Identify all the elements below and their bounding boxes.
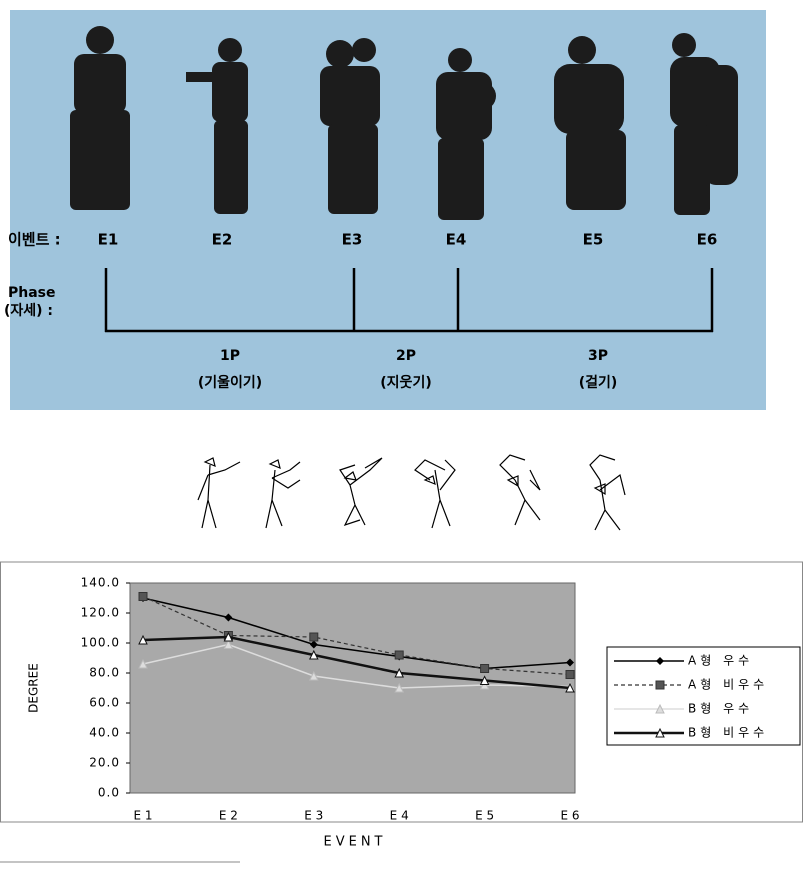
phase-name: 3P	[588, 348, 608, 364]
phase-desc: (걸기)	[579, 375, 618, 391]
phase-label: Phase	[8, 285, 56, 301]
point	[138, 634, 148, 645]
event-name: E1	[98, 231, 119, 249]
phase-desc: (기울이기)	[198, 374, 262, 391]
event-name: E4	[446, 231, 467, 249]
series-line	[142, 595, 571, 676]
x-tick-label: E 1	[133, 809, 152, 823]
point	[566, 658, 574, 667]
legend-marker	[655, 727, 665, 738]
phase-bracket	[104, 268, 714, 333]
legend-marker	[655, 680, 665, 690]
legend-marker	[656, 657, 664, 665]
y-tick-label: 140.0	[81, 576, 120, 590]
event-name: E2	[212, 231, 233, 249]
x-tick-label: E 6	[560, 809, 579, 823]
event-name: E5	[583, 231, 604, 249]
series-line	[142, 597, 571, 670]
y-tick-label: 20.0	[89, 756, 120, 770]
legend-label: A형 비우수	[688, 678, 768, 692]
point	[223, 631, 234, 642]
point	[309, 632, 319, 642]
point	[223, 639, 234, 649]
silhouettes	[70, 26, 738, 220]
stick-figures	[197, 454, 626, 531]
phase-name: 1P	[220, 348, 240, 364]
y-tick-label: 60.0	[89, 696, 120, 710]
legend-marker	[655, 703, 665, 714]
x-tick-label: E 5	[475, 809, 494, 823]
y-axis-label: DEGREE	[27, 663, 41, 713]
event-name: E6	[697, 231, 718, 249]
y-tick-label: 80.0	[89, 666, 120, 680]
point	[308, 670, 319, 681]
point	[479, 675, 490, 685]
x-tick-label: E 4	[390, 809, 409, 823]
legend-label: A형 우수	[688, 654, 753, 668]
series-line	[142, 643, 571, 689]
point	[138, 592, 148, 601]
event-name: E3	[342, 231, 363, 249]
legend	[606, 646, 801, 746]
x-tick-label: E 3	[304, 809, 323, 823]
legend-label: B형 비우수	[688, 726, 768, 740]
point	[394, 682, 405, 693]
legend-label: B형 우수	[688, 702, 753, 716]
point	[565, 670, 575, 679]
phase-name: 2P	[396, 348, 416, 364]
event-label: 이벤트 :	[8, 231, 61, 249]
x-axis-label: EVENT	[324, 835, 387, 850]
point	[224, 613, 233, 622]
point	[565, 682, 575, 693]
y-tick-label: 120.0	[81, 606, 120, 620]
point	[308, 649, 319, 660]
x-tick-label: E 2	[219, 809, 238, 823]
point	[309, 640, 318, 649]
point	[138, 658, 148, 669]
point	[394, 667, 405, 678]
photo-panel	[10, 10, 766, 410]
phase-desc: (지웃기)	[380, 374, 431, 391]
series-line	[142, 635, 571, 690]
y-tick-label: 100.0	[81, 636, 120, 650]
point	[394, 650, 404, 660]
y-tick-label: 40.0	[89, 726, 120, 740]
plot-area	[129, 582, 576, 794]
phase-label: (자세) :	[4, 303, 53, 319]
point	[480, 664, 490, 673]
y-tick-label: 0.0	[98, 786, 120, 800]
